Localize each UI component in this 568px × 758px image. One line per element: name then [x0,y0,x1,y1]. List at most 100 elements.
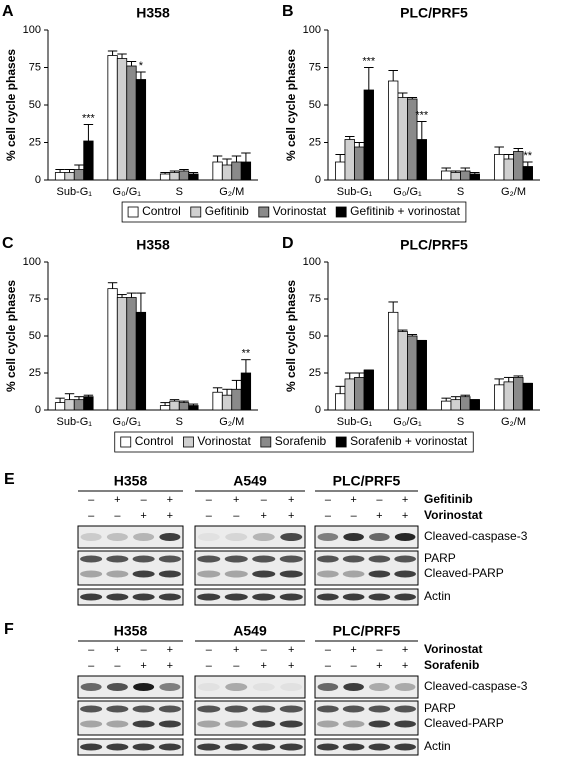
y-tick-label: 50 [309,99,321,111]
treatment-sign: + [402,510,408,522]
bar [344,139,355,181]
bar [469,173,480,181]
blot-frame [77,525,184,549]
treatment-sign: – [325,494,332,506]
treatment-sign: + [402,494,408,506]
bar [354,377,365,411]
bar [83,140,94,181]
bar [416,340,427,411]
band [252,720,276,728]
band-label: Cleaved-caspase-3 [424,679,528,693]
bar [107,55,118,181]
legend-label: Vorinostat [273,204,327,218]
bar [159,173,171,181]
bar [503,158,514,181]
band [252,593,276,601]
bar [73,399,85,411]
cell-line: PLC/PRF5 [333,473,401,489]
band [317,570,339,578]
band [317,533,339,541]
x-tick-label: Sub-G₁ [56,416,92,428]
bar [231,161,242,181]
band [80,593,103,601]
band [132,720,155,728]
cell-line: A549 [233,623,267,639]
legend-swatch [335,436,347,448]
bar [397,331,408,411]
bar [169,400,180,411]
x-tick-label: Sub-G₁ [337,186,373,198]
bar [240,372,252,411]
x-tick-label: Sub-G₁ [56,186,92,198]
treatment-name: Vorinostat [424,508,482,522]
bar [54,402,66,411]
band [158,743,181,751]
chart-title: PLC/PRF5 [400,5,468,21]
band [106,533,128,541]
band [80,743,103,751]
band [279,705,303,713]
bar [64,399,75,411]
band [197,593,221,601]
bar [388,311,399,411]
band-label: Cleaved-PARP [424,566,504,580]
bar [231,388,242,411]
band [224,593,248,601]
treatment-sign: + [402,644,408,656]
treatment-sign: + [402,660,408,672]
treatment-sign: + [233,494,239,506]
panel-letter: B [282,3,294,20]
y-tick-label: 50 [29,330,41,342]
band [279,593,303,601]
bar [450,399,461,411]
treatment-sign: – [206,510,213,522]
treatment-sign: + [350,494,356,506]
legend-label: Gefitinib [205,204,249,218]
band [317,593,339,601]
chart-title: PLC/PRF5 [400,237,468,253]
legend-swatch [260,436,272,448]
treatment-sign: – [351,660,358,672]
legend: Control Gefitinib Vorinostat Gefitinib + vo… [127,204,461,218]
bar [407,335,418,411]
bar [494,154,505,181]
band [394,683,416,691]
cell-line: A549 [233,473,267,489]
x-tick-label: G₀/G₁ [393,186,422,198]
treatment-sign: – [141,494,148,506]
treatment-sign: – [206,660,213,672]
treatment-sign: + [350,644,356,656]
band [252,705,276,713]
blot-frame [314,738,419,756]
treatment-sign: – [376,494,383,506]
treatment-sign: – [261,494,268,506]
treatment-name: Sorafenib [424,658,479,672]
band [224,720,248,728]
band [342,720,365,728]
bar [388,80,399,181]
band-label: PARP [424,701,456,715]
y-axis-label: % cell cycle phases [284,280,298,392]
treatment-sign: + [167,510,173,522]
band [368,593,391,601]
significance: *** [82,112,96,124]
band-label: Actin [424,739,451,753]
band [317,743,339,751]
band [224,743,248,751]
significance: ** [242,348,251,360]
treatment-sign: – [88,644,95,656]
band [225,683,248,691]
y-tick-label: 100 [23,256,41,268]
band [197,705,221,713]
band [252,533,275,541]
bar [513,151,524,181]
treatment-sign: – [376,644,383,656]
treatment-sign: + [114,494,120,506]
legend-swatch [258,206,270,218]
blot-frame [194,675,306,699]
band [343,533,364,541]
band [80,720,103,728]
significance: *** [362,55,376,67]
bar [212,161,223,181]
